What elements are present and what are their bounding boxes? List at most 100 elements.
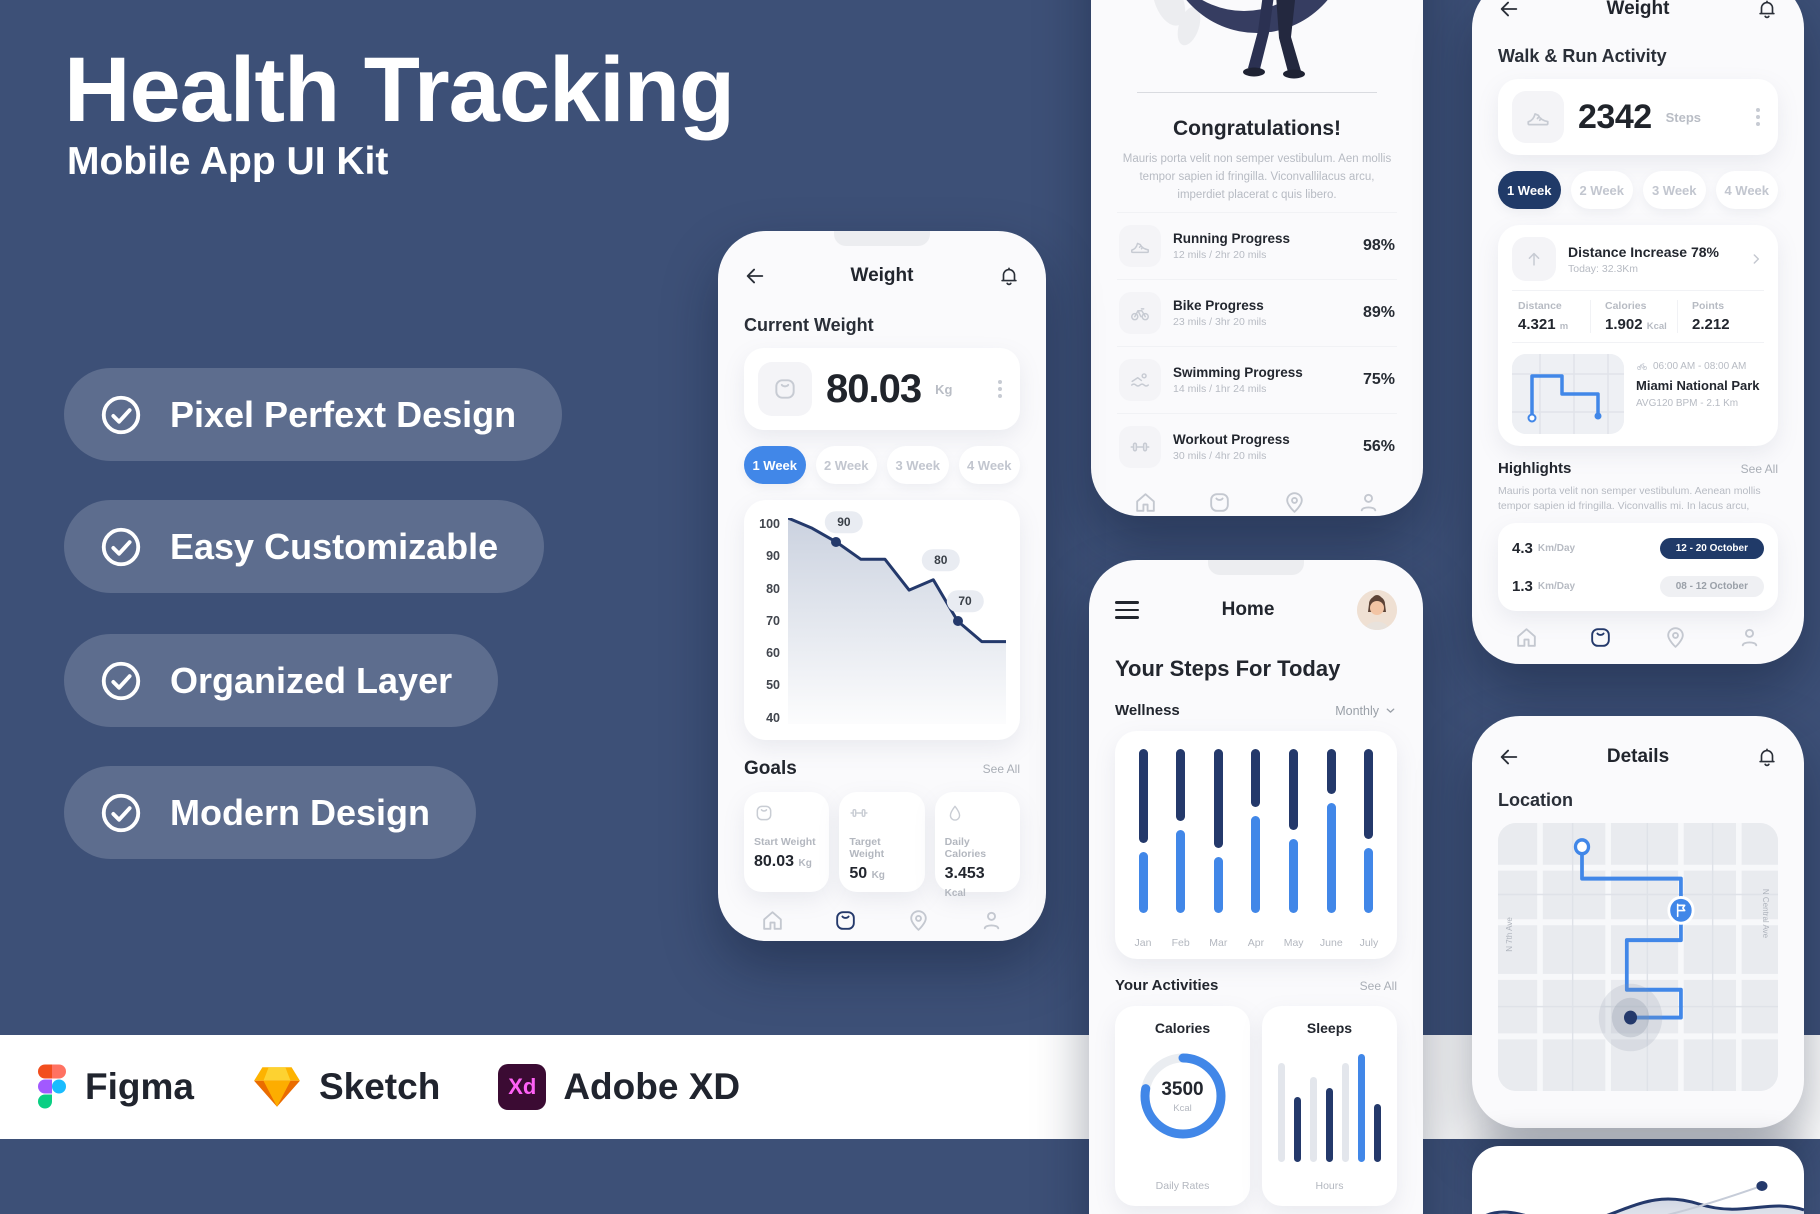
congratulations-heading: Congratulations! — [1173, 117, 1341, 140]
screen-title: Details — [1606, 746, 1670, 767]
avatar[interactable] — [1357, 590, 1397, 630]
progress-row-swimming[interactable]: Swimming Progress 14 mils / 1hr 24 mils … — [1117, 346, 1397, 413]
weight-chart-card: 100 90 80 70 60 50 40 90 80 70 — [744, 500, 1020, 740]
software-item-figma: Figma — [36, 1064, 194, 1111]
check-circle-icon — [98, 658, 144, 704]
location-nav-icon[interactable] — [1663, 625, 1688, 650]
scale-nav-icon[interactable] — [1588, 625, 1613, 650]
feature-badge: Pixel Perfext Design — [64, 368, 563, 461]
tab-3-week[interactable]: 3 Week — [1643, 171, 1706, 209]
location-nav-icon[interactable] — [1282, 490, 1307, 515]
walk-run-label: Walk & Run Activity — [1498, 46, 1667, 66]
back-arrow-icon[interactable] — [744, 265, 766, 287]
tab-2-week[interactable]: 2 Week — [1570, 171, 1633, 209]
period-value: Monthly — [1335, 703, 1379, 718]
progress-row-workout[interactable]: Workout Progress 30 mils / 4hr 20 mils 5… — [1117, 413, 1397, 480]
phone-notch — [1208, 560, 1304, 575]
date-range-pill[interactable]: 12 - 20 October — [1659, 537, 1764, 559]
date-range-pill[interactable]: 08 - 12 October — [1659, 575, 1764, 597]
stat-value: 2.212 — [1692, 316, 1730, 333]
goal-unit: Kg — [798, 858, 812, 869]
tab-1-week[interactable]: 1 Week — [744, 446, 806, 484]
chart-point-label: 80 — [922, 548, 960, 571]
more-options-icon[interactable] — [994, 376, 1006, 402]
home-nav-icon[interactable] — [1133, 490, 1158, 515]
goal-card-start-weight[interactable]: Start Weight 80.03 Kg — [744, 792, 830, 892]
highlight-unit: Km/Day — [1537, 580, 1576, 592]
goal-card-daily-calories[interactable]: Daily Calories 3.453 Kcal — [934, 792, 1020, 899]
session-place: Miami National Park — [1636, 378, 1760, 393]
back-arrow-icon[interactable] — [1498, 0, 1520, 20]
location-nav-icon[interactable] — [906, 908, 931, 933]
sleeps-title: Sleeps — [1306, 1020, 1353, 1036]
home-nav-icon[interactable] — [1514, 625, 1539, 650]
check-circle-icon — [98, 790, 144, 836]
bell-icon[interactable] — [1756, 0, 1778, 20]
scale-nav-icon[interactable] — [1207, 490, 1232, 515]
stat-calories: Calories 1.902 Kcal — [1590, 300, 1677, 333]
chart-y-axis: 100 90 80 70 60 50 40 — [759, 517, 780, 725]
progress-row-running[interactable]: Running Progress 12 mils / 2hr 20 mils 9… — [1117, 212, 1397, 279]
software-name: Sketch — [318, 1066, 441, 1107]
phone-weight-screen: Weight Current Weight 80.03 Kg 1 Week 2 … — [718, 231, 1046, 941]
wellness-bar-column: Mar — [1208, 749, 1228, 949]
tab-4-week[interactable]: 4 Week — [1715, 171, 1778, 209]
feature-badge-label: Modern Design — [170, 791, 431, 833]
distance-increase-row[interactable]: Distance Increase 78% Today: 32.3Km — [1512, 237, 1764, 281]
bell-icon[interactable] — [998, 265, 1020, 287]
tab-1-week[interactable]: 1 Week — [1498, 171, 1561, 209]
calories-title: Calories — [1154, 1020, 1211, 1036]
wellness-bar-column: Apr — [1246, 749, 1266, 949]
progress-subtitle: 14 mils / 1hr 24 mils — [1173, 383, 1267, 396]
goal-card-target-weight[interactable]: Target Weight 50 Kg — [839, 792, 925, 892]
highlight-row[interactable]: 1.3 Km/Day 08 - 12 October — [1512, 567, 1764, 605]
wellness-bar-column: Feb — [1171, 749, 1191, 949]
see-all-link[interactable]: See All — [1740, 461, 1778, 476]
software-item-sketch: Sketch — [252, 1065, 440, 1109]
see-all-link[interactable]: See All — [982, 762, 1020, 776]
stat-value: 4.321 — [1518, 316, 1556, 333]
session-time-row: 06:00 AM - 08:00 AM — [1636, 360, 1760, 372]
see-all-link[interactable]: See All — [1359, 978, 1397, 993]
dumbbell-icon — [1119, 426, 1161, 469]
bell-icon[interactable] — [1756, 746, 1778, 768]
running-shoe-icon — [1119, 225, 1161, 268]
profile-nav-icon[interactable] — [1737, 625, 1762, 650]
tab-4-week[interactable]: 4 Week — [958, 446, 1020, 484]
check-circle-icon — [98, 524, 144, 570]
chevron-right-icon — [1748, 251, 1764, 267]
steps-unit: Steps — [1665, 109, 1702, 125]
stat-label: Calories — [1605, 300, 1647, 312]
progress-row-bike[interactable]: Bike Progress 23 mils / 3hr 20 mils 89% — [1117, 279, 1397, 346]
swimmer-icon — [1119, 359, 1161, 402]
hamburger-menu-icon[interactable] — [1115, 601, 1139, 619]
calories-caption: Daily Rates — [1155, 1180, 1210, 1192]
distance-subtitle: Today: 32.3Km — [1568, 262, 1639, 275]
back-arrow-icon[interactable] — [1498, 746, 1520, 768]
progress-subtitle: 30 mils / 4hr 20 mils — [1173, 450, 1267, 463]
sleeps-card[interactable]: Sleeps Hours — [1262, 1006, 1397, 1206]
tab-2-week[interactable]: 2 Week — [815, 446, 877, 484]
profile-nav-icon[interactable] — [979, 908, 1004, 933]
current-weight-card: 80.03 Kg — [744, 348, 1020, 430]
goal-label: Daily Calories — [944, 836, 987, 860]
feature-badge-label: Organized Layer — [170, 659, 453, 701]
route-map-thumbnail[interactable] — [1512, 354, 1624, 434]
weight-line-chart: 90 80 70 — [788, 511, 1006, 724]
steps-value: 2342 — [1578, 97, 1652, 136]
congratulations-body: Mauris porta velit non semper vestibulum… — [1122, 153, 1392, 201]
home-nav-icon[interactable] — [760, 908, 785, 933]
profile-nav-icon[interactable] — [1356, 490, 1381, 515]
route-map[interactable]: N 7th Ave N Central Ave — [1498, 823, 1778, 1091]
phone-walk-run-screen: Weight Walk & Run Activity 2342 Steps 1 … — [1472, 0, 1804, 664]
stat-unit: Kcal — [1646, 321, 1667, 332]
more-options-icon[interactable] — [1752, 104, 1764, 130]
scale-nav-icon[interactable] — [833, 908, 858, 933]
highlight-row[interactable]: 4.3 Km/Day 12 - 20 October — [1512, 529, 1764, 567]
tab-3-week[interactable]: 3 Week — [887, 446, 949, 484]
calories-card[interactable]: Calories 3500 Kcal Daily Rates — [1115, 1006, 1250, 1206]
sketch-logo-icon — [254, 1067, 300, 1107]
highlight-value: 4.3 — [1512, 539, 1533, 557]
period-dropdown[interactable]: Monthly — [1335, 704, 1397, 718]
session-stats: AVG120 BPM - 2.1 Km — [1636, 398, 1739, 409]
